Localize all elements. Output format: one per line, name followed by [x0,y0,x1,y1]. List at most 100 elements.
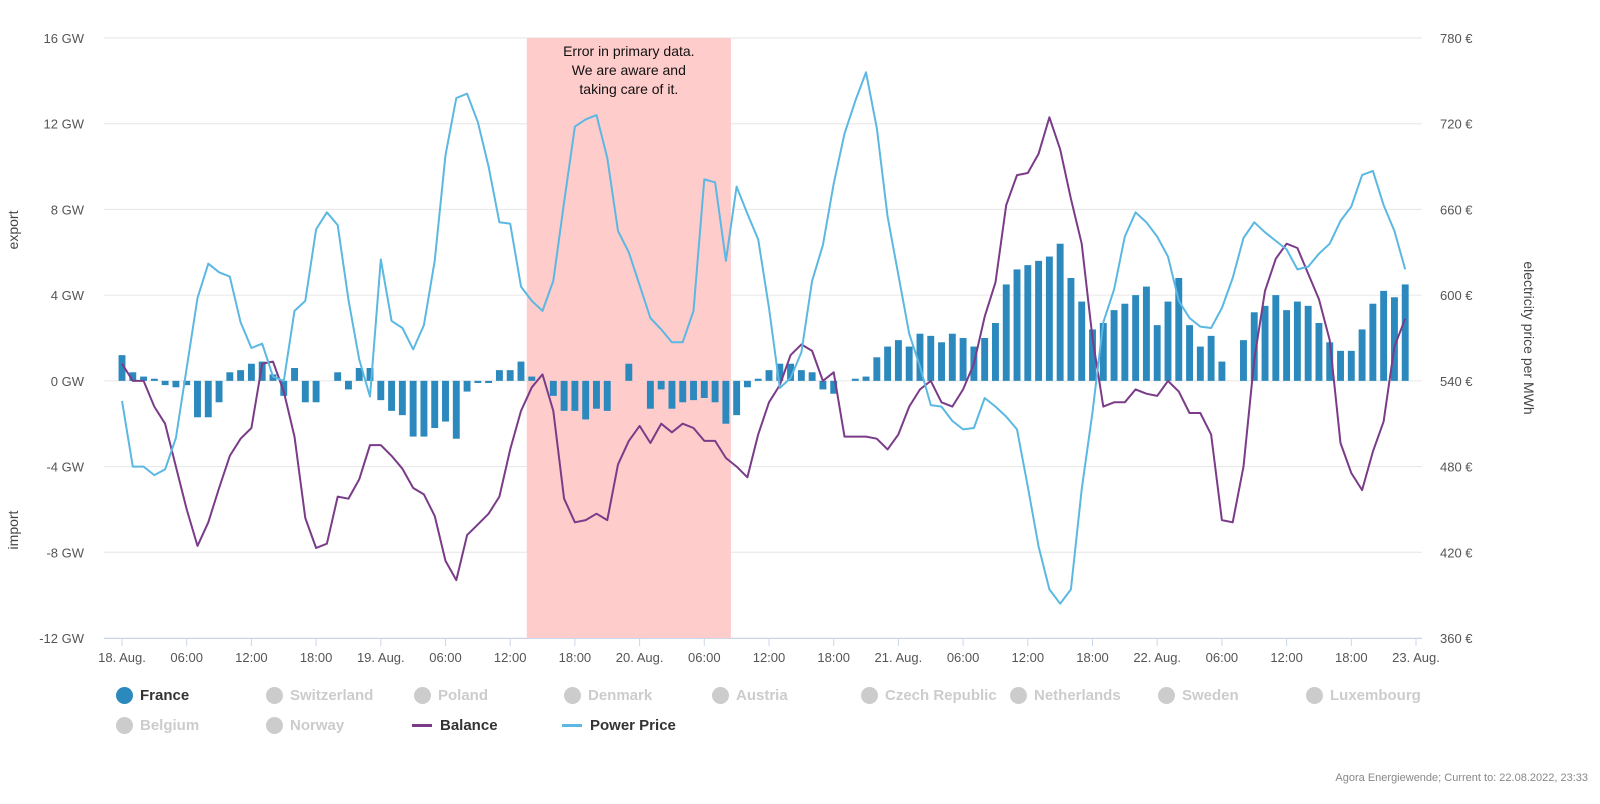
legend-label: Belgium [140,716,200,734]
chart: Error in primary data. We are aware and ta… [5,31,1537,665]
bar-france [862,376,870,381]
legend-item-sweden[interactable]: Sweden [1158,684,1239,706]
bar-france [851,378,859,381]
legend-item-balance[interactable]: Balance [412,714,498,736]
bar-france [808,372,816,381]
bar-france [927,335,935,381]
y-right-tick-label: 600 € [1440,288,1473,303]
bar-france [258,361,266,381]
bar-france [474,380,482,383]
bar-france [1002,284,1010,381]
bar-france [959,338,967,381]
x-tick-label: 06:00 [170,650,203,665]
lines [121,71,1407,605]
bar-france [1261,305,1269,381]
bar-france [118,355,126,381]
legend-item-belgium[interactable]: Belgium [116,714,199,736]
bar-france [1218,361,1226,381]
credits[interactable]: Agora Energiewende; Current to: 22.08.20… [1335,772,1588,784]
y-axis-label-import: import [5,510,21,549]
x-tick-label: 18. Aug. [98,650,146,665]
bar-france [819,380,827,390]
legend-item-switzerland[interactable]: Switzerland [266,684,373,706]
x-tick-label: 23. Aug. [1392,650,1440,665]
x-tick-label: 18:00 [1335,650,1368,665]
bar-france [1121,303,1129,381]
bar-france [388,380,396,411]
error-band [526,38,731,638]
bar-france [431,380,439,428]
legend-item-poland[interactable]: Poland [414,684,488,706]
legend-item-france[interactable]: France [116,684,189,706]
bars-france [118,243,1409,439]
legend-item-denmark[interactable]: Denmark [564,684,652,706]
bar-france [280,380,288,396]
error-band-rect [526,38,731,638]
bar-france [787,363,795,381]
bar-france [1380,290,1388,381]
bar-france [172,380,180,388]
legend-label: Power Price [590,716,676,734]
legend-item-luxembourg[interactable]: Luxembourg [1306,684,1421,706]
legend-label: Czech Republic [885,686,997,704]
x-tick-label: 18:00 [817,650,850,665]
y-left-tick-label: 4 GW [51,288,85,303]
legend-item-norway[interactable]: Norway [266,714,344,736]
bar-france [981,338,989,381]
bar-france [129,372,137,381]
bar-france [1207,335,1215,381]
y-right-tick-label: 540 € [1440,374,1473,389]
bar-france [1132,295,1140,381]
legend-item-netherlands[interactable]: Netherlands [1010,684,1121,706]
bar-france [1153,325,1161,381]
x-tick-label: 19. Aug. [357,650,405,665]
x-tick-label: 12:00 [753,650,786,665]
bar-france [1078,301,1086,381]
bar-france [1035,260,1043,381]
x-tick-label: 12:00 [1012,650,1045,665]
legend-item-czech-republic[interactable]: Czech Republic [861,684,997,706]
annotation-line: We are aware and [572,62,686,78]
legend-item-power-price[interactable]: Power Price [562,714,676,736]
bar-france [571,380,579,411]
grid [104,37,1422,639]
bar-france [1337,350,1344,381]
y-right-tick-label: 660 € [1440,202,1473,217]
bar-france [506,370,514,381]
bar-france [517,361,525,381]
bar-france [1293,301,1301,381]
bar-france [1369,303,1377,381]
bar-france [1142,286,1150,381]
bar-france [582,380,590,420]
bar-france [1272,295,1280,381]
legend-item-austria[interactable]: Austria [712,684,788,706]
bar-france [754,378,762,381]
x-tick-label: 06:00 [429,650,462,665]
bar-france [603,380,611,411]
bar-france [463,380,471,392]
bar-france [1196,346,1204,381]
x-tick-label: 06:00 [1206,650,1239,665]
bar-france [1283,310,1291,381]
x-tick-label: 06:00 [688,650,721,665]
bar-france [733,380,741,416]
bar-france [916,333,924,381]
x-tick-label: 12:00 [1270,650,1303,665]
x-tick-label: 06:00 [947,650,980,665]
bar-france [1175,278,1183,381]
bar-france [194,380,201,418]
legend-label: France [140,686,190,704]
legend-label: Netherlands [1034,686,1121,704]
x-tick-label: 12:00 [235,650,268,665]
legend-marker [116,716,133,734]
y-left-tick-label: 0 GW [51,374,85,389]
legend-marker [414,686,431,704]
bar-france [204,380,212,418]
bar-france [301,380,309,403]
bar-france [1110,310,1118,381]
y-right-tick-label: 360 € [1440,631,1473,646]
bar-france [355,368,363,381]
bar-france [334,372,342,381]
bar-france [722,380,730,424]
bar-france [366,368,374,381]
